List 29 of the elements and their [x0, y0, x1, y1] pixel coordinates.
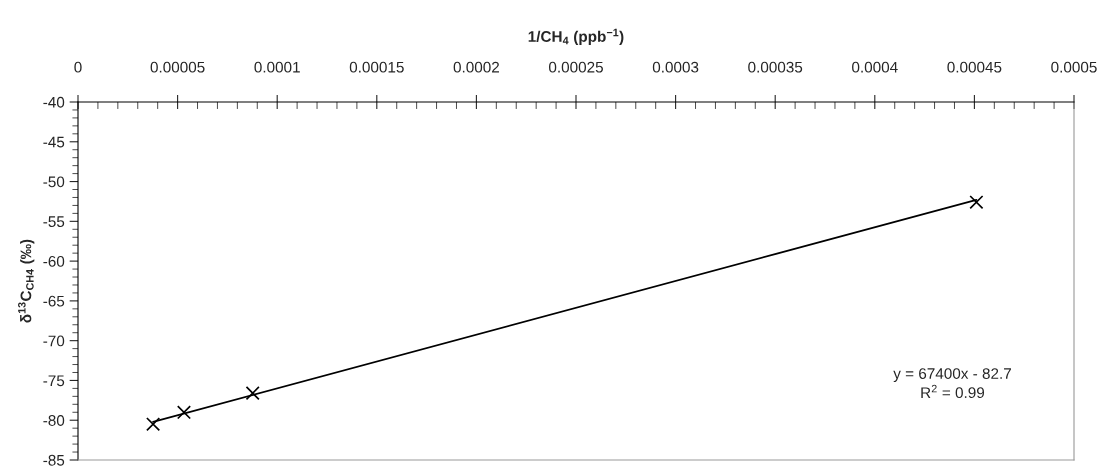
x-tick-label: 0.0004 — [852, 61, 898, 73]
y-tick-label: -60 — [43, 255, 65, 267]
x-tick-label: 0.0001 — [254, 61, 300, 73]
x-tick-label: 0.00045 — [947, 61, 1002, 73]
x-tick-label: 0.0003 — [652, 61, 699, 73]
point — [176, 405, 192, 420]
y-axis-title: δ$^{13}$C$_{CH4}$ (‰) — [18, 239, 35, 323]
y-tick-label: -65 — [43, 295, 65, 307]
y-tick-label: -70 — [43, 335, 65, 347]
point — [146, 417, 161, 432]
point — [969, 195, 984, 210]
y-tick-label: -55 — [43, 216, 65, 228]
x-tick-label: 0.0005 — [1051, 61, 1097, 73]
y-tick-label: -45 — [43, 136, 65, 148]
x-tick-label: 0.00035 — [748, 61, 803, 73]
annotation: y = 67400x - 82.7 — [893, 368, 1011, 382]
x-tick-label: 0.0002 — [453, 61, 499, 73]
x-tick-label: 0 — [74, 61, 82, 73]
y-tick-label: -40 — [43, 96, 65, 108]
y-tick-label: -75 — [43, 375, 65, 387]
y-tick-label: -50 — [43, 176, 65, 188]
y-tick-label: -85 — [43, 454, 65, 466]
x-axis-title: 1/CH$_{4}$ (ppb$^{−1}$) — [528, 28, 624, 45]
y-tick-label: -80 — [43, 415, 65, 426]
x-tick-label: 0.00025 — [548, 61, 603, 73]
x-tick-label: 0.00005 — [150, 61, 205, 73]
x-tick-label: 0.00015 — [349, 61, 404, 73]
point — [245, 386, 260, 401]
annotation: R$^{2}$ = 0.99 — [921, 384, 985, 399]
